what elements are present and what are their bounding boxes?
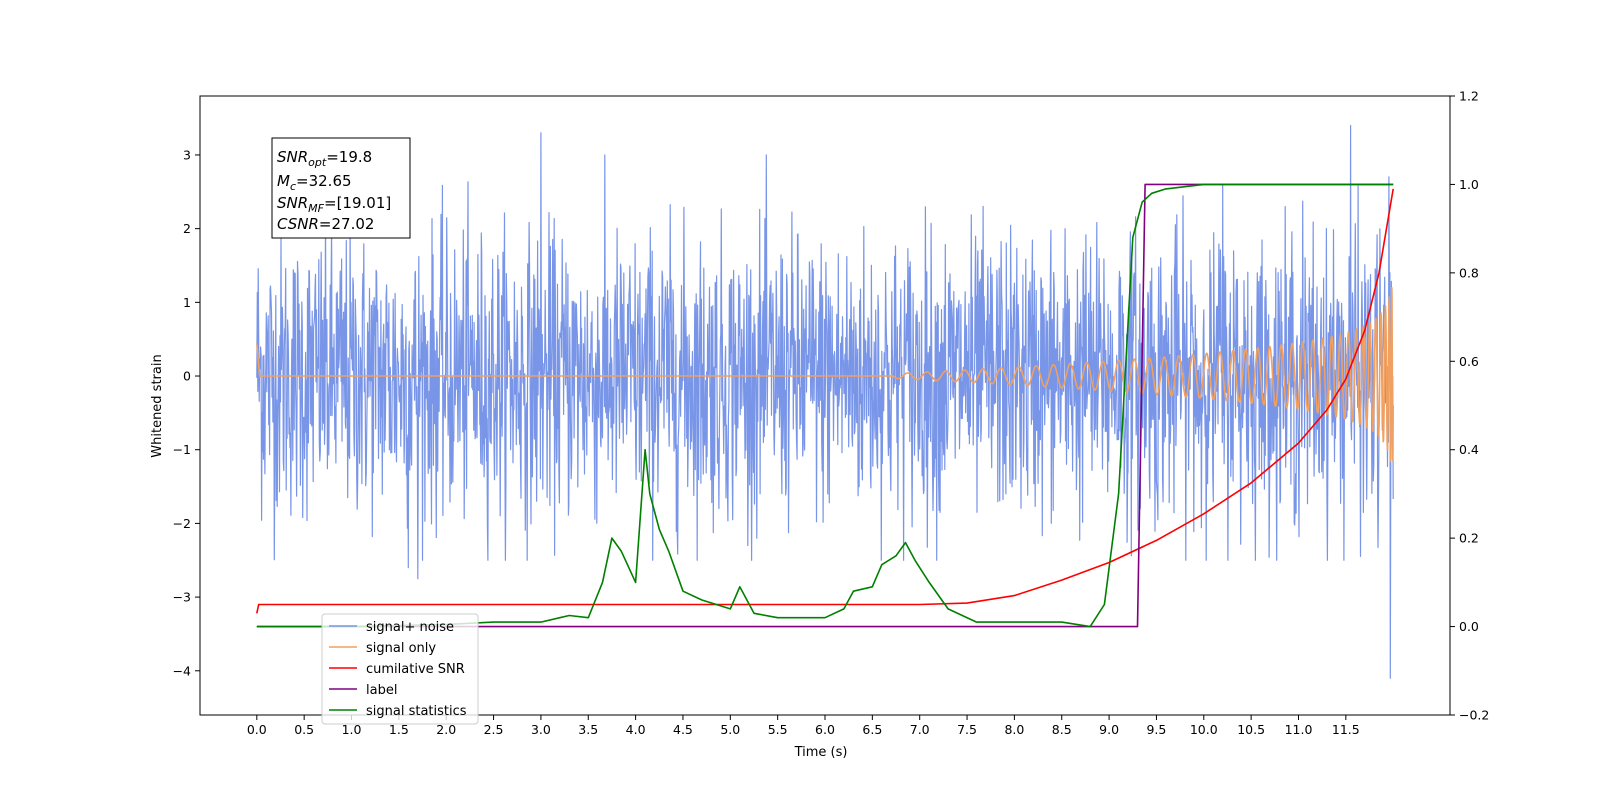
x-tick-label: 10.5: [1237, 722, 1265, 737]
x-tick-label: 11.0: [1285, 722, 1313, 737]
legend-label-signal-statistics: signal statistics: [366, 704, 467, 719]
y-tick-label: 0: [183, 369, 191, 384]
x-tick-label: 1.0: [342, 722, 362, 737]
y2-tick-label: 0.2: [1459, 531, 1479, 546]
series-line-signal-only: [256, 286, 1394, 462]
y2-axis-ticks: −0.2 0.0 0.2 0.4 0.6 0.8 1.0 1.2: [1450, 89, 1489, 723]
y2-tick-label: 1.2: [1459, 89, 1479, 104]
x-tick-label: 10.0: [1190, 722, 1218, 737]
x-tick-label: 5.0: [720, 722, 740, 737]
x-tick-label: 1.5: [389, 722, 409, 737]
x-tick-label: 11.5: [1332, 722, 1360, 737]
x-tick-label: 0.0: [247, 722, 267, 737]
annotation-snr-opt: SNRopt=19.8: [277, 148, 372, 169]
x-tick-label: 6.5: [862, 722, 882, 737]
annotation-box: SNRopt=19.8 Mc=32.65 SNRMF=[19.01] CSNR=…: [271, 137, 411, 239]
annotation-snr-mf: SNRMF=[19.01]: [277, 194, 391, 215]
plot-series-layer: [256, 124, 1394, 679]
x-tick-label: 4.0: [626, 722, 646, 737]
series-line-signal-noise: [256, 124, 1394, 679]
y2-tick-label: 0.0: [1459, 619, 1479, 634]
x-tick-label: 9.0: [1099, 722, 1119, 737]
y2-tick-label: 0.6: [1459, 354, 1479, 369]
y-tick-label: −2: [173, 516, 191, 531]
x-tick-label: 3.0: [531, 722, 551, 737]
legend-label-cumulative-snr: cumilative SNR: [366, 662, 465, 677]
y-axis-ticks: −4 −3 −2 −1 0 1 2 3: [173, 147, 200, 678]
y-tick-label: 3: [183, 147, 191, 162]
y-tick-label: 1: [183, 295, 191, 310]
x-axis-ticks: 0.0 0.5 1.0 1.5 2.0 2.5 3.0 3.5 4.0 4.5 5.0 5.5 6.0 6…: [247, 715, 1360, 737]
y2-tick-label: 0.8: [1459, 265, 1479, 280]
legend-label-signal-noise: signal+ noise: [366, 620, 454, 635]
annotation-csnr: CSNR=27.02: [277, 215, 374, 233]
x-tick-label: 2.5: [484, 722, 504, 737]
x-tick-label: 6.0: [815, 722, 835, 737]
x-tick-label: 4.5: [673, 722, 693, 737]
x-tick-label: 5.5: [768, 722, 788, 737]
legend-label-label: label: [366, 683, 397, 698]
x-tick-label: 3.5: [578, 722, 598, 737]
y2-tick-label: −0.2: [1459, 708, 1489, 723]
x-tick-label: 7.5: [957, 722, 977, 737]
series-line-signal-statistics: [256, 183, 1394, 628]
x-tick-label: 8.0: [1004, 722, 1024, 737]
annotation-mc: Mc=32.65: [277, 172, 352, 193]
y2-tick-label: 0.4: [1459, 442, 1479, 457]
y-tick-label: 2: [183, 221, 191, 236]
y-axis-label: Whitened strain: [150, 354, 165, 457]
x-axis-label: Time (s): [794, 745, 848, 760]
annotation-frame: [271, 137, 411, 239]
y-tick-label: −3: [173, 590, 191, 605]
y2-tick-label: 1.0: [1459, 177, 1479, 192]
x-tick-label: 7.0: [910, 722, 930, 737]
legend-frame: [321, 613, 479, 725]
y-tick-label: −4: [173, 663, 191, 678]
y-tick-label: −1: [173, 442, 191, 457]
x-tick-label: 8.5: [1052, 722, 1072, 737]
x-tick-label: 9.5: [1146, 722, 1166, 737]
x-tick-label: 0.5: [294, 722, 314, 737]
legend: signal+ noise signal only cumilative SNR…: [321, 613, 479, 725]
x-tick-label: 2.0: [436, 722, 456, 737]
legend-label-signal-only: signal only: [366, 641, 436, 656]
